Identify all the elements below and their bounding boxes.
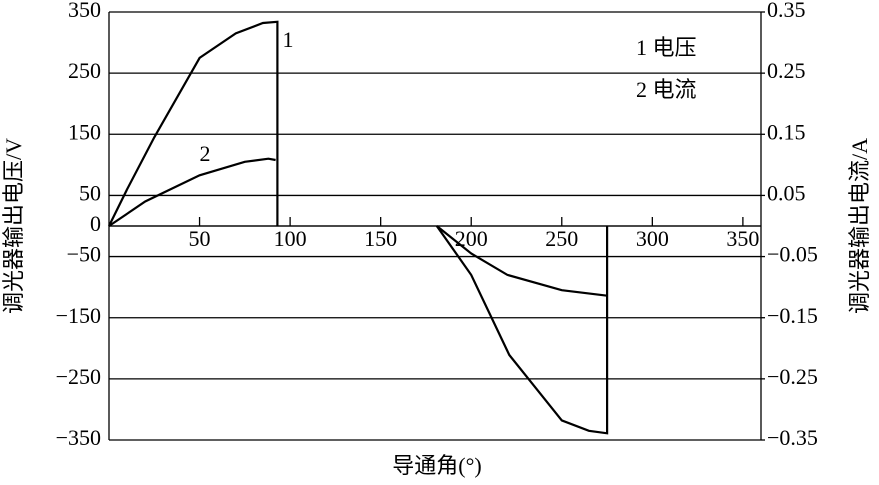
x-tick-label: 350	[726, 226, 759, 251]
curve-label: 2	[200, 141, 211, 166]
x-tick-label: 250	[545, 226, 578, 251]
y-tick-label: −150	[56, 303, 101, 328]
legend-label: 1 电压	[636, 35, 697, 60]
y-tick-label: −50	[67, 242, 101, 267]
y-tick-label: 250	[68, 58, 101, 83]
y-tick-label: −250	[56, 364, 101, 389]
y-tick-label: 350	[68, 0, 101, 22]
y-tick-label: 0	[90, 211, 101, 236]
y-tick-label: 50	[79, 180, 101, 205]
y2-tick-label: 0.15	[767, 119, 806, 144]
legend-label: 2 电流	[636, 77, 697, 102]
y2-tick-label: −0.05	[767, 242, 818, 267]
y2-tick-label: −0.35	[767, 425, 818, 450]
x-tick-label: 50	[189, 226, 211, 251]
y2-tick-label: −0.25	[767, 364, 818, 389]
series-line	[108, 20, 609, 435]
x-tick-label: 300	[636, 226, 669, 251]
y-tick-label: 150	[68, 119, 101, 144]
y2-axis-title: 调光器输出电流/A	[847, 138, 872, 314]
x-axis-title: 导通角(°)	[392, 453, 481, 478]
x-tick-label: 150	[364, 226, 397, 251]
y2-tick-label: 0.25	[767, 58, 806, 83]
x-tick-label: 100	[274, 226, 307, 251]
curve-label: 1	[283, 27, 294, 52]
series-line	[108, 157, 608, 297]
y2-tick-label: 0.05	[767, 180, 806, 205]
y-tick-label: −350	[56, 425, 101, 450]
x-tick-label: 200	[455, 226, 488, 251]
y2-tick-label: 0.35	[767, 0, 806, 22]
y-axis-title: 调光器输出电压/V	[1, 138, 26, 314]
y2-tick-label: −0.15	[767, 303, 818, 328]
